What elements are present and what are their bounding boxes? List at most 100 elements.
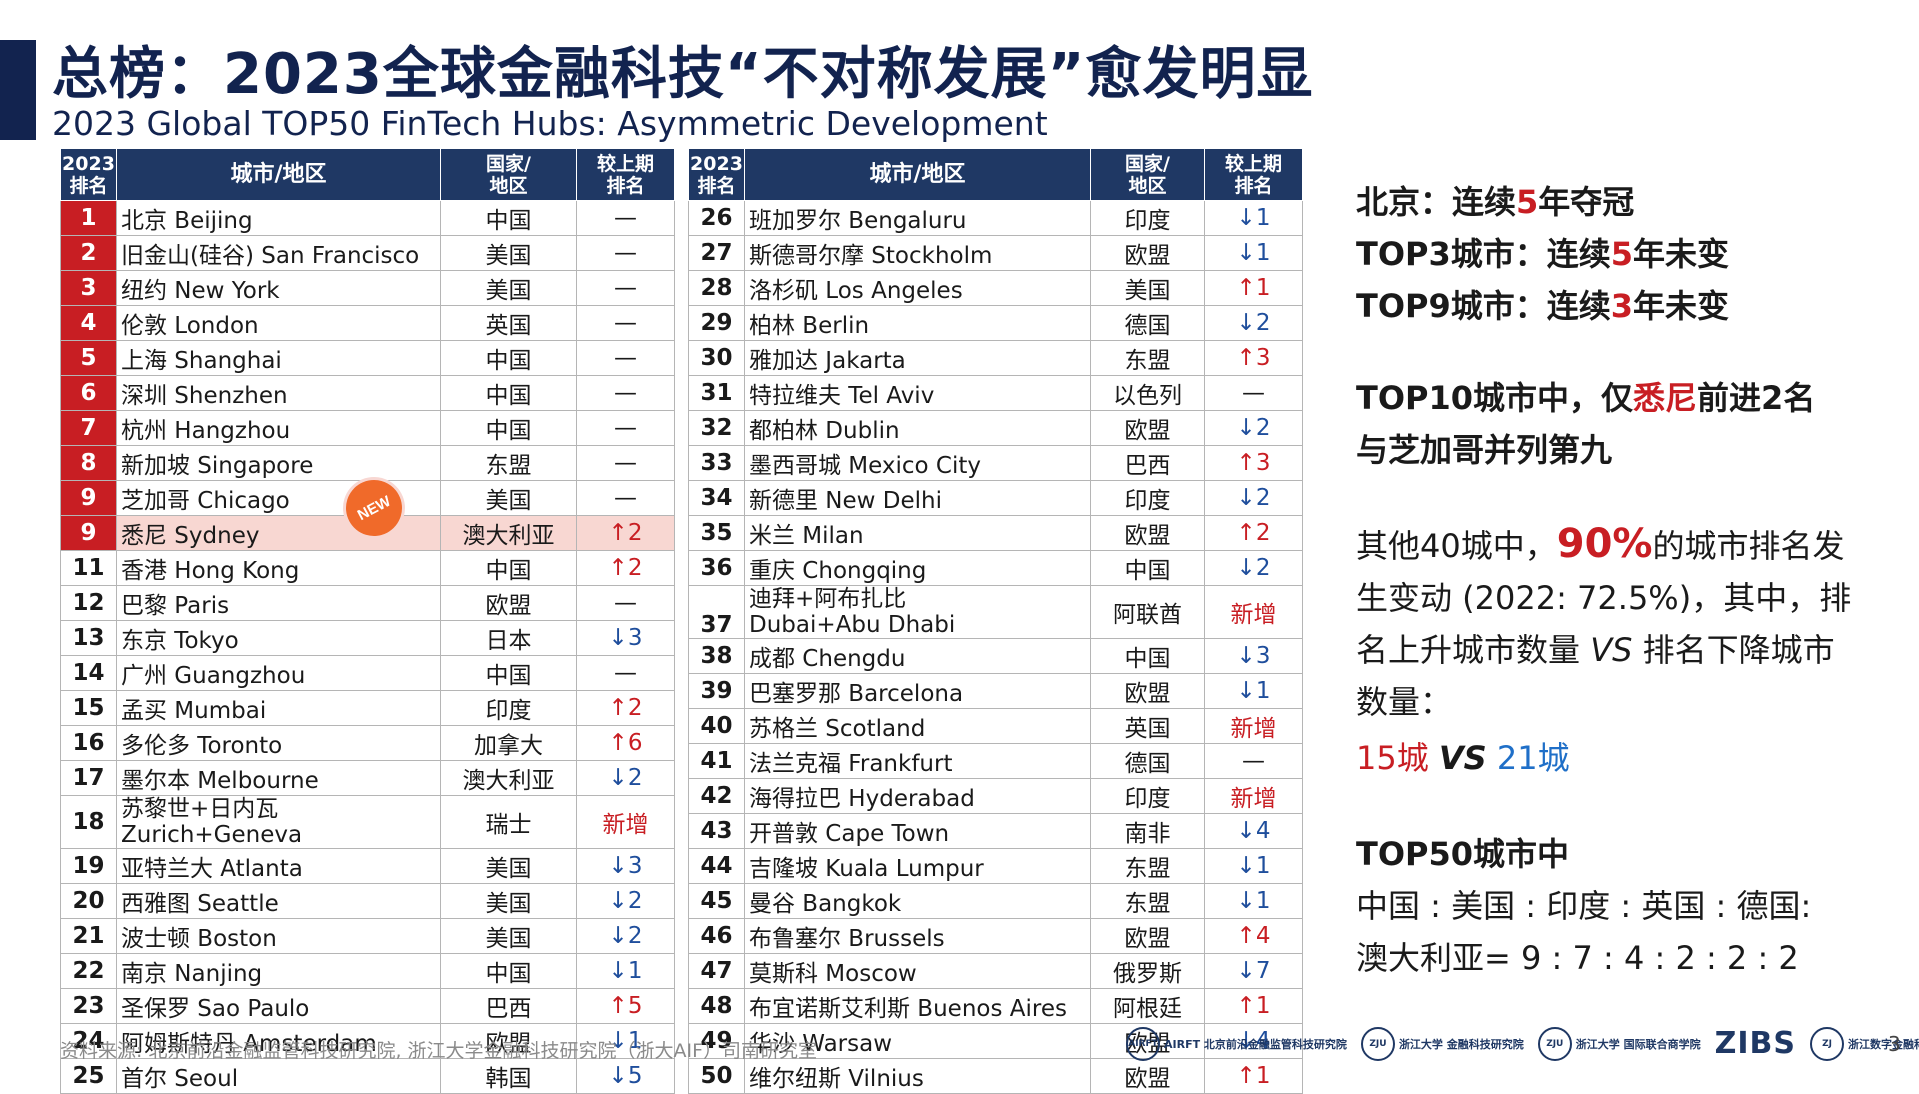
rank-cell: 8	[60, 445, 117, 481]
top50-heading: TOP50城市中	[1356, 835, 1570, 873]
table-row: 4 伦敦 London 英国 —	[60, 305, 675, 341]
rank-change-cell: —	[576, 655, 675, 691]
city-cell: 巴塞罗那 Barcelona	[744, 673, 1091, 709]
city-cell: 多伦多 Toronto	[116, 725, 441, 761]
city-cell: 开普敦 Cape Town	[744, 813, 1091, 849]
rank-change-cell: ↓7	[1204, 953, 1303, 989]
rank-cell: 19	[60, 848, 117, 884]
rank-cell: 7	[60, 410, 117, 446]
zju-seal-icon: ZJU	[1537, 1026, 1572, 1061]
rank-cell: 34	[688, 480, 745, 516]
table-row: 5 上海 Shanghai 中国 —	[60, 340, 675, 376]
country-cell: 欧盟	[1090, 235, 1205, 271]
header-rank: 2023 排名	[688, 148, 745, 201]
table-row: 3 纽约 New York 美国 —	[60, 270, 675, 306]
rank-change-cell: ↓2	[1204, 305, 1303, 341]
table-row: 46 布鲁塞尔 Brussels 欧盟 ↑4	[688, 918, 1303, 954]
rank-change-cell: ↓2	[576, 883, 675, 919]
rank-change-cell: ↑5	[576, 988, 675, 1024]
city-cell: 柏林 Berlin	[744, 305, 1091, 341]
city-cell: 墨尔本 Melbourne	[116, 760, 441, 796]
city-cell: 巴黎 Paris	[116, 585, 441, 621]
table-row: 41 法兰克福 Frankfurt 德国 —	[688, 743, 1303, 779]
country-cell: 澳大利亚	[440, 760, 577, 796]
country-cell: 瑞士	[440, 795, 577, 849]
rank-cell: 43	[688, 813, 745, 849]
rank-cell: 17	[60, 760, 117, 796]
rank-cell: 14	[60, 655, 117, 691]
country-cell: 英国	[1090, 708, 1205, 744]
zjdf-logo-icon: ZJ	[1810, 1026, 1845, 1061]
rank-cell: 6	[60, 375, 117, 411]
country-cell: 中国	[440, 200, 577, 236]
rank-change-cell: —	[576, 305, 675, 341]
zjdf-logo: ZJ浙江数字金融科技联合会	[1810, 1026, 1919, 1061]
rank-change-cell: ↑3	[1204, 340, 1303, 376]
rank-change-cell: ↓3	[576, 848, 675, 884]
rank-cell: 16	[60, 725, 117, 761]
rank-cell: 39	[688, 673, 745, 709]
rank-cell: 4	[60, 305, 117, 341]
table-row: 23 圣保罗 Sao Paulo 巴西 ↑5	[60, 988, 675, 1024]
country-cell: 中国	[440, 655, 577, 691]
country-cell: 日本	[440, 620, 577, 656]
rank-change-cell: ↑2	[576, 515, 675, 551]
zibs-logo: ZIBS	[1714, 1026, 1797, 1061]
table-row: 8 新加坡 Singapore 东盟 —	[60, 445, 675, 481]
table-row: 7 杭州 Hangzhou 中国 —	[60, 410, 675, 446]
country-cell: 欧盟	[1090, 515, 1205, 551]
rank-cell: 26	[688, 200, 745, 236]
ratio-line1: 中国 : 美国 : 印度 : 英国 : 德国:	[1356, 887, 1812, 925]
city-name-cn: 迪拜+阿布扎比	[749, 586, 907, 613]
other40-line1: 其他40城中，90%的城市排名发	[1356, 521, 1845, 567]
country-cell: 欧盟	[440, 1023, 577, 1059]
rank-cell: 2	[60, 235, 117, 271]
rank-cell: 42	[688, 778, 745, 814]
city-cell: 雅加达 Jakarta	[744, 340, 1091, 376]
rank-cell: 1	[60, 200, 117, 236]
rank-change-cell: ↓3	[576, 620, 675, 656]
other40-note: 其他40城中，90%的城市排名发 生变动 (2022: 72.5%)，其中，排 …	[1356, 518, 1896, 784]
table-row: 32 都柏林 Dublin 欧盟 ↓2	[688, 410, 1303, 446]
rank-cell: 40	[688, 708, 745, 744]
table-row: 48 布宜诺斯艾利斯 Buenos Aires 阿根廷 ↑1	[688, 988, 1303, 1024]
rank-change-cell: ↑4	[1204, 918, 1303, 954]
ranking-table-right: 2023 排名 城市/地区 国家/ 地区 较上期 排名 26 班加罗尔 Benga…	[688, 148, 1303, 1094]
city-cell: 东京 Tokyo	[116, 620, 441, 656]
country-cell: 中国	[440, 340, 577, 376]
table-row: 6 深圳 Shenzhen 中国 —	[60, 375, 675, 411]
rank-change-cell: ↓3	[1204, 638, 1303, 674]
rank-change-cell: 新增	[576, 795, 675, 849]
ranking-table-left: 2023 排名 城市/地区 国家/ 地区 较上期 排名 1 北京 Beijing 中…	[60, 148, 675, 1094]
rank-cell: 5	[60, 340, 117, 376]
country-cell: 阿根廷	[1090, 988, 1205, 1024]
city-cell: 特拉维夫 Tel Aviv	[744, 375, 1091, 411]
rank-change-cell: ↓2	[1204, 410, 1303, 446]
country-cell: 东盟	[1090, 848, 1205, 884]
table-row: 1 北京 Beijing 中国 —	[60, 200, 675, 236]
rank-change-cell: ↑1	[1204, 988, 1303, 1024]
city-cell: 海得拉巴 Hyderabad	[744, 778, 1091, 814]
table-row: 13 东京 Tokyo 日本 ↓3	[60, 620, 675, 656]
table-row: 20 西雅图 Seattle 美国 ↓2	[60, 883, 675, 919]
table-row: 19 亚特兰大 Atlanta 美国 ↓3	[60, 848, 675, 884]
rank-cell: 15	[60, 690, 117, 726]
city-cell: 维尔纽斯 Vilnius	[744, 1058, 1091, 1094]
country-cell: 中国	[440, 410, 577, 446]
country-cell: 欧盟	[1090, 918, 1205, 954]
country-cell: 中国	[1090, 550, 1205, 586]
rank-cell: 41	[688, 743, 745, 779]
city-cell: 波士顿 Boston	[116, 918, 441, 954]
rank-cell: 37	[688, 585, 745, 639]
city-cell: 米兰 Milan	[744, 515, 1091, 551]
city-cell: 法兰克福 Frankfurt	[744, 743, 1091, 779]
country-cell: 巴西	[440, 988, 577, 1024]
city-cell: 布鲁塞尔 Brussels	[744, 918, 1091, 954]
rank-cell: 38	[688, 638, 745, 674]
rank-change-cell: ↓1	[1204, 235, 1303, 271]
rank-change-cell: —	[1204, 375, 1303, 411]
table-row: 38 成都 Chengdu 中国 ↓3	[688, 638, 1303, 674]
table-row: 47 莫斯科 Moscow 俄罗斯 ↓7	[688, 953, 1303, 989]
city-cell: 广州 Guangzhou	[116, 655, 441, 691]
city-cell: 旧金山(硅谷) San Francisco	[116, 235, 441, 271]
